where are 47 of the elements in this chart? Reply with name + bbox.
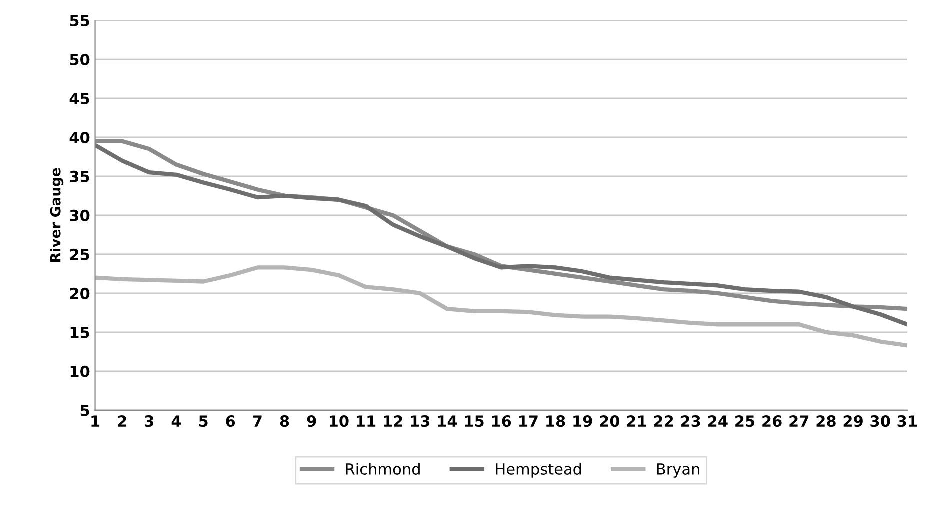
x-tick-label: 12 [384,416,402,427]
legend-label: Bryan [657,464,700,478]
x-tick-label: 31 [898,416,918,428]
x-tick-label: 25 [736,416,755,428]
x-tick-label: 4 [172,416,182,427]
y-tick-label: 25 [70,248,90,260]
y-tick-label: 40 [70,132,90,144]
x-tick-label: 9 [307,416,316,428]
line-series [95,266,908,348]
x-tick-label: 14 [438,416,458,427]
y-tick-label: 35 [70,170,90,182]
x-tick-label: 27 [790,416,809,427]
x-tick-label: 11 [357,416,376,427]
x-tick-label: 22 [654,416,674,427]
x-tick-label: 29 [844,416,863,428]
x-tick-label: 3 [145,416,154,428]
x-tick-label: 24 [708,416,728,427]
x-tick-label: 8 [280,416,290,428]
y-tick-label: 10 [70,366,90,378]
legend-label: Hempstead [496,463,582,478]
y-axis-title: River Gauge [50,168,64,262]
x-tick-label: 19 [574,416,592,428]
y-tick-label: 5 [80,405,90,416]
x-tick-label: 21 [627,416,646,427]
x-tick-label: 1 [92,416,100,427]
x-tick-label: 10 [330,416,349,428]
x-tick-label: 2 [118,416,126,427]
y-tick-label: 15 [70,327,90,338]
y-tick-label: 30 [70,210,90,222]
x-tick-label: 13 [411,416,430,428]
y-tick-label: 20 [70,288,90,300]
x-tick-label: 16 [492,416,512,428]
x-tick-label: 5 [199,416,208,428]
x-tick-label: 23 [681,416,700,428]
x-tick-label: 20 [600,416,620,428]
x-tick-label: 30 [870,416,890,428]
x-tick-label: 28 [816,416,836,428]
x-tick-label: 7 [253,416,262,427]
y-tick-label: 45 [70,93,90,105]
legend-label: Richmond [346,463,420,475]
x-tick-label: 26 [762,416,782,428]
x-tick-label: 15 [465,416,484,428]
x-tick-label: 17 [520,416,538,427]
y-tick-label: 50 [70,54,90,66]
x-tick-label: 18 [546,416,566,428]
y-tick-label: 55 [70,15,90,27]
x-tick-label: 6 [226,416,236,428]
